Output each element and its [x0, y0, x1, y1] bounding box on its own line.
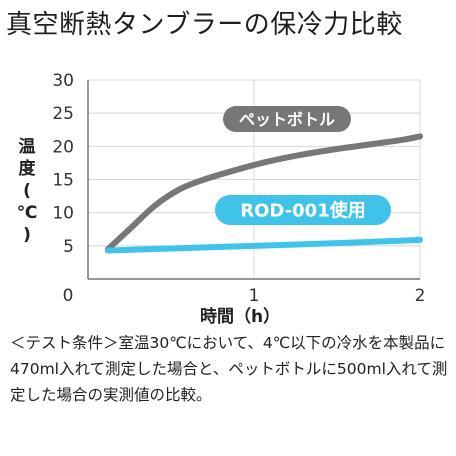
y-tick-label: 25 [52, 104, 74, 124]
test-conditions-note: ＜テスト条件＞室温30℃において、4℃以下の冷水を本製品に470ml入れて測定し… [10, 334, 448, 404]
tick-labels: 5 10 15 20 25 30 0 1 2 [52, 71, 425, 306]
y-axis-label-char: ) [23, 225, 31, 245]
y-axis-label-char: ( [23, 181, 31, 201]
x-tick-label: 0 [63, 286, 74, 306]
y-tick-label: 15 [52, 171, 74, 191]
y-tick-label: 10 [52, 204, 74, 224]
series-lines [104, 133, 423, 254]
line-chart: 5 10 15 20 25 30 0 1 2 ペットボトル ROD-001使用 [52, 71, 425, 306]
chart-title: 真空断熱タンブラーの保冷力比較 [6, 10, 403, 40]
series-label-pet-bottle: ペットボトル [223, 106, 351, 132]
y-axis-label: 温 度 ( ℃ ) [14, 136, 40, 246]
series-label-text: ペットボトル [239, 110, 335, 129]
axes [87, 80, 420, 280]
label-pill [223, 106, 351, 132]
y-axis-label-char: ℃ [16, 203, 38, 223]
label-pill [215, 195, 391, 225]
y-axis-label-char: 温 [18, 137, 36, 157]
series-label-text: ROD-001使用 [240, 200, 365, 221]
series-labels: ペットボトル ROD-001使用 [215, 106, 391, 225]
series-line-pet-bottle [104, 133, 423, 253]
x-tick-label: 2 [415, 286, 426, 306]
y-tick-label: 30 [52, 71, 74, 91]
series-line-rod-001 [104, 236, 423, 254]
y-tick-label: 20 [52, 137, 74, 157]
x-axis-label: 時間（h） [200, 307, 281, 327]
series-label-rod-001: ROD-001使用 [215, 195, 391, 225]
x-tick-label: 1 [249, 286, 260, 306]
y-tick-label: 5 [63, 237, 74, 257]
y-axis-label-char: 度 [18, 159, 36, 179]
